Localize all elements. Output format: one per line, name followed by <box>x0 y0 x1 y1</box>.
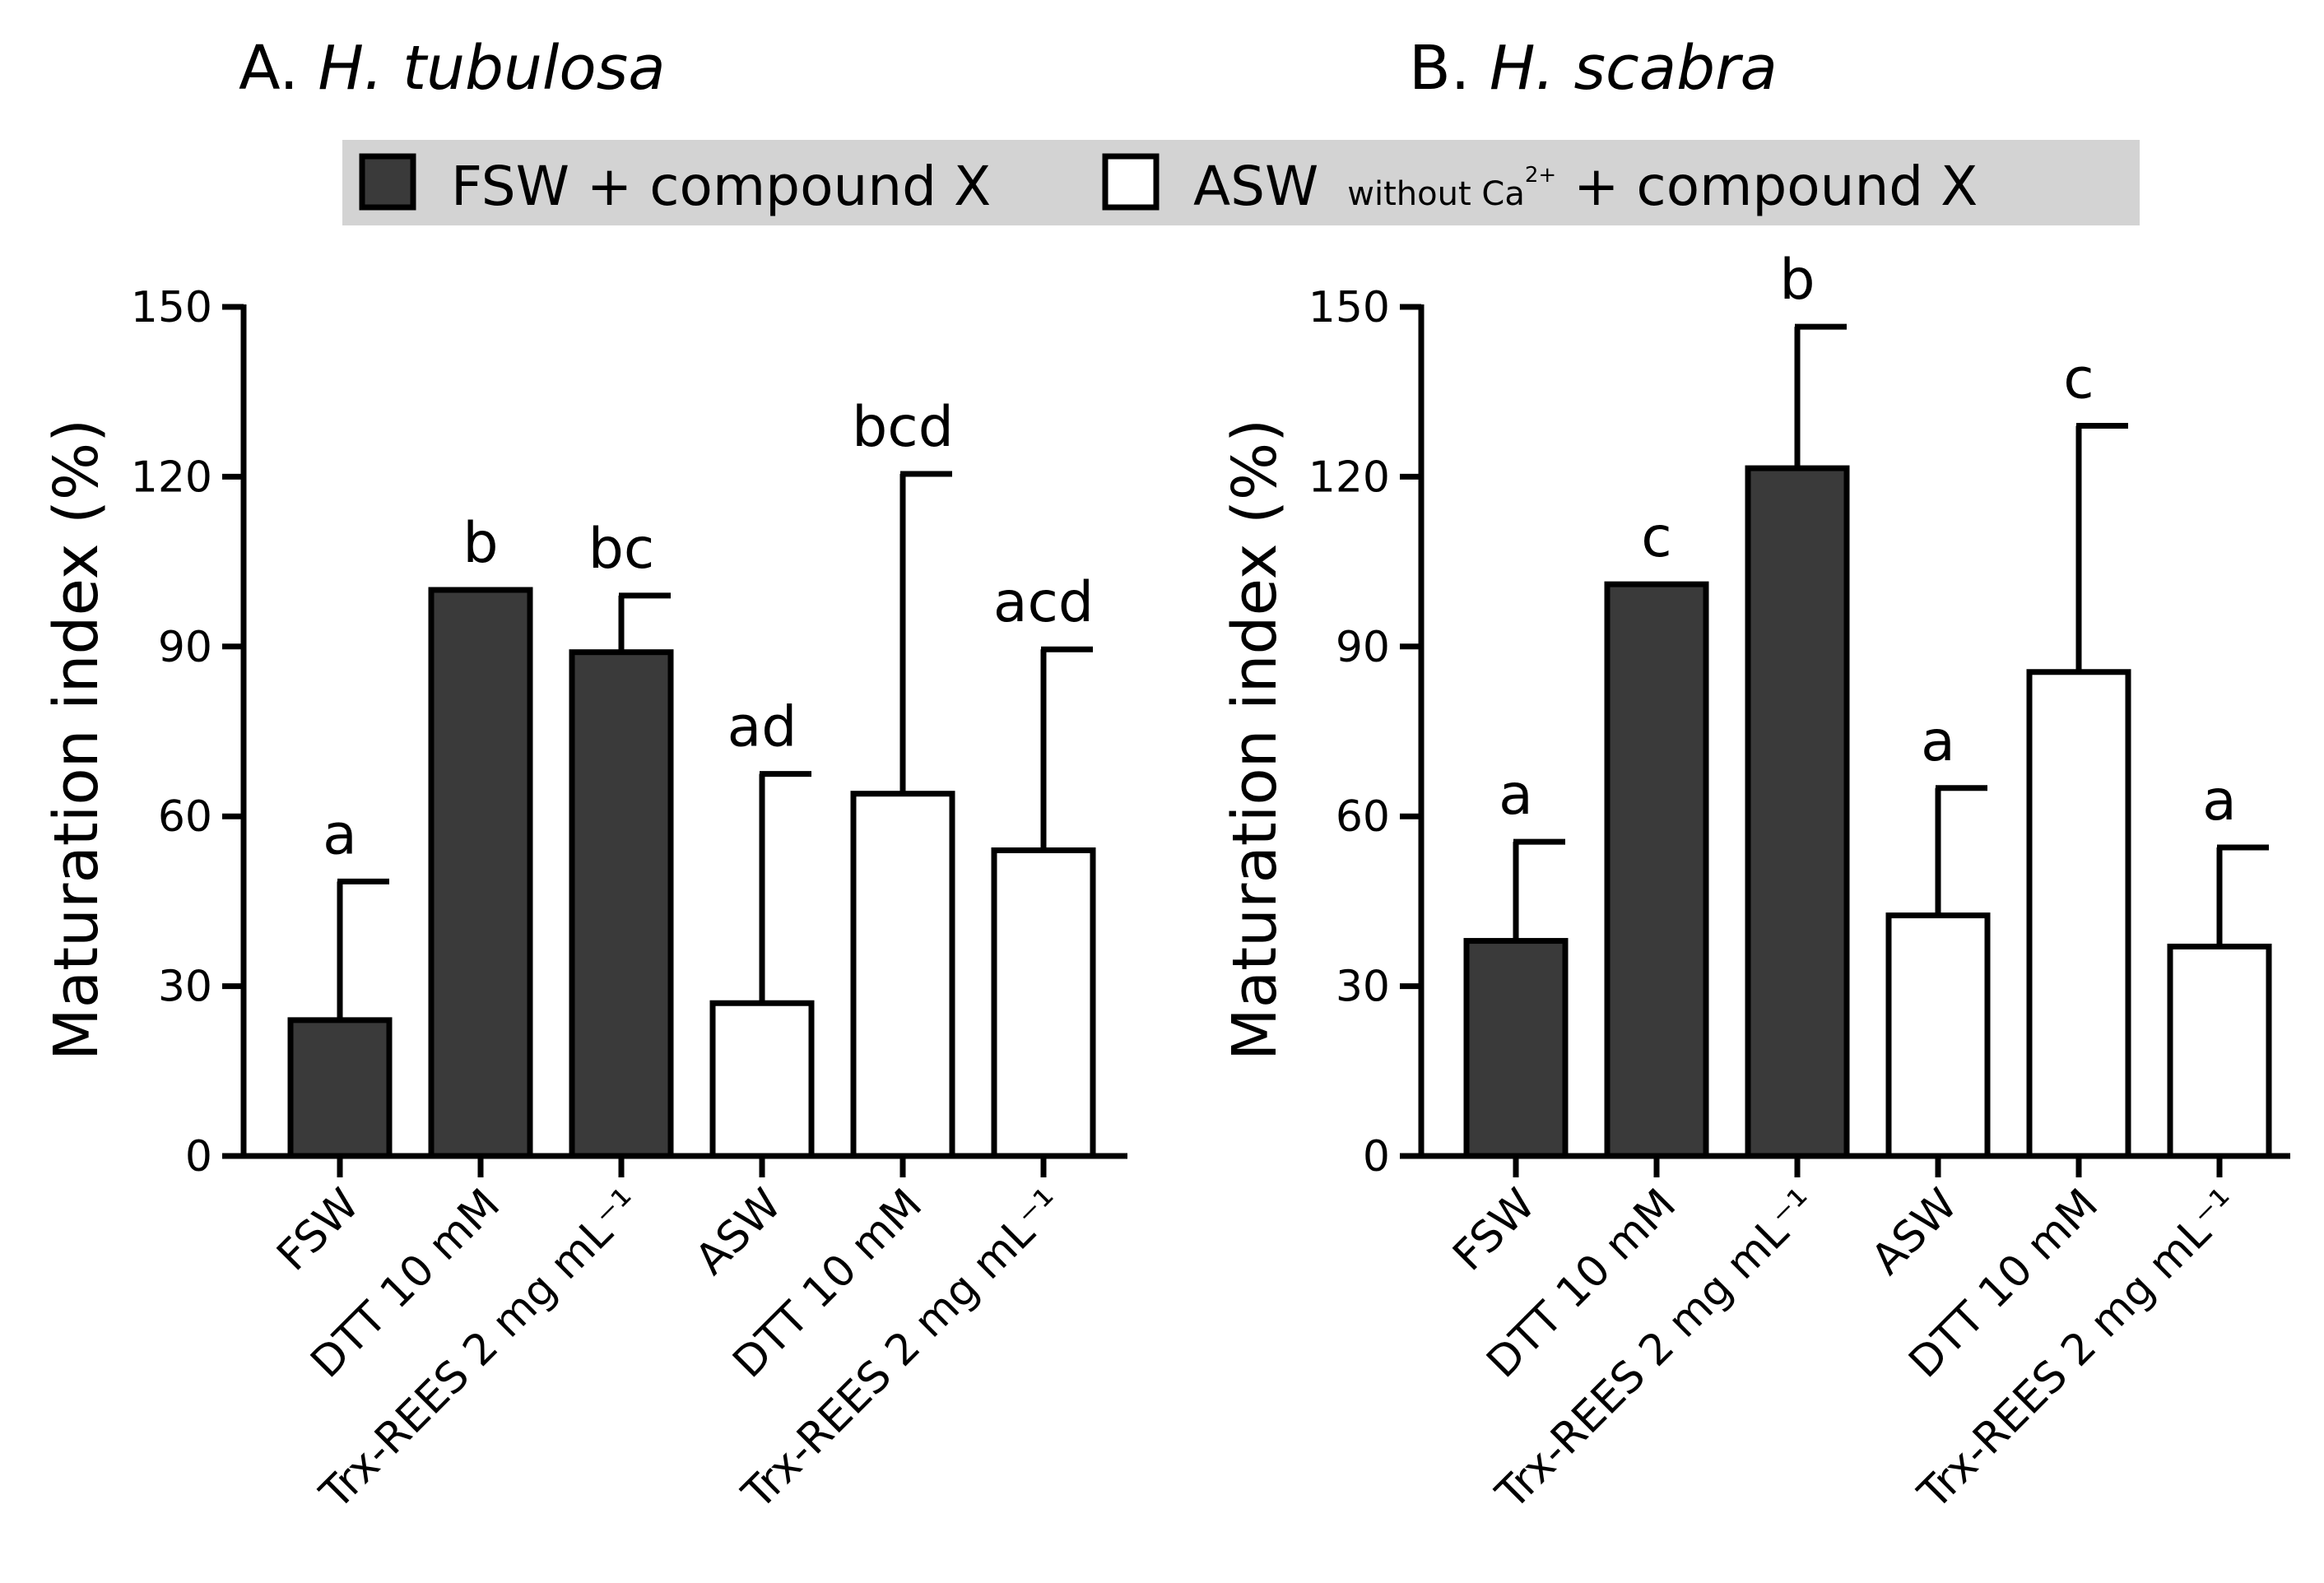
panel-a-significance-letter: bcd <box>852 395 954 460</box>
panel-b-significance-letter: b <box>1779 248 1815 313</box>
panel-a-bar <box>709 1000 815 1159</box>
panel-b-significance-letter: a <box>2202 768 2237 833</box>
panel-a-y-tick-label: 120 <box>131 453 212 502</box>
panel-a-significance-letter: bc <box>588 517 655 582</box>
legend-swatch-fsw <box>359 153 416 211</box>
legend-label-asw-main: ASW <box>1193 155 1318 218</box>
panel-b-x-tick-label: FSW <box>1444 1180 1545 1281</box>
legend-label-asw-tail: + compound X <box>1556 155 1978 218</box>
panel-b-title-prefix: B. <box>1409 33 1490 104</box>
panel-b-y-tick-label: 0 <box>1363 1132 1390 1181</box>
panel-a-y-axis-label: Maturation index (%) <box>41 419 112 1061</box>
panel-a-title-species: H. tubulosa <box>318 33 665 104</box>
panel-b-y-tick-label: 90 <box>1336 623 1390 672</box>
panel-a-title: A. H. tubulosa <box>239 33 666 104</box>
panel-a-bar <box>991 847 1096 1159</box>
panel-b-bar <box>2167 943 2272 1159</box>
panel-a-significance-letter: a <box>323 802 357 867</box>
panel-b-y-tick-label: 120 <box>1308 453 1390 502</box>
panel-b-title: B. H. scabra <box>1409 33 1778 104</box>
panel-a-x-tick-label: FSW <box>268 1180 370 1281</box>
panel-b-y-tick-label: 60 <box>1336 792 1390 842</box>
panel-b-bar <box>2026 669 2131 1159</box>
panel-b-significance-letter: a <box>1921 709 1955 774</box>
panel-a-significance-letter: ad <box>727 695 797 760</box>
panel-b-significance-letter: a <box>1499 763 1533 828</box>
panel-b-y-axis-label: Maturation index (%) <box>1220 419 1290 1061</box>
panel-a-y-tick-label: 90 <box>158 623 212 672</box>
panel-b-bar <box>1745 465 1850 1159</box>
legend-label-asw-sub: without Ca <box>1347 175 1525 213</box>
panel-a-bar <box>569 649 674 1159</box>
panel-a-bar <box>428 587 533 1159</box>
legend-label-asw-sup: 2+ <box>1525 163 1556 188</box>
panel-a-significance-letter: b <box>462 511 498 576</box>
panel-a-y-tick-label: 30 <box>158 963 212 1012</box>
panel-b-significance-letter: c <box>1641 505 1671 570</box>
panel-b-y-tick-label: 150 <box>1308 283 1390 332</box>
legend-swatch-asw <box>1102 153 1160 211</box>
panel-b-bar <box>1604 581 1709 1159</box>
panel-b-y-tick-label: 30 <box>1336 963 1390 1012</box>
panel-a-x-tick-label: ASW <box>686 1180 791 1284</box>
legend-label-asw: ASW without Ca2+ + compound X <box>1193 155 1978 218</box>
panel-a-y-tick-label: 60 <box>158 792 212 842</box>
panel-a-bar <box>287 1017 393 1159</box>
panel-b-x-tick-label: ASW <box>1862 1180 1967 1284</box>
panel-b-bar <box>1463 938 1569 1159</box>
panel-a-y-tick-label: 150 <box>131 283 212 332</box>
panel-a-bar <box>850 791 955 1159</box>
panel-a-y-tick-label: 0 <box>185 1132 212 1181</box>
panel-a-significance-letter: acd <box>993 570 1094 635</box>
panel-b-significance-letter: c <box>2063 346 2094 411</box>
legend: FSW + compound X ASW without Ca2+ + comp… <box>342 140 2140 225</box>
legend-label-fsw: FSW + compound X <box>451 155 991 218</box>
panel-a-title-prefix: A. <box>239 33 318 104</box>
panel-b-title-species: H. scabra <box>1490 33 1778 104</box>
panel-b-bar <box>1885 912 1991 1159</box>
legend-background <box>342 140 2140 225</box>
